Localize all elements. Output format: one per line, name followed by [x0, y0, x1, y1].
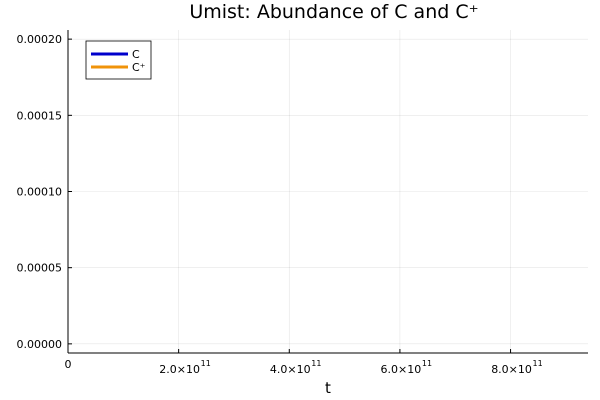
- x-axis-label: t: [325, 379, 331, 397]
- legend-label-c-plus: C⁺: [132, 61, 146, 74]
- x-tick-label: 0: [65, 358, 72, 371]
- y-tick-label: 0.00005: [17, 262, 63, 275]
- y-tick-labels: 0.00000 0.00005 0.00010 0.00015 0.00020: [17, 33, 72, 351]
- x-tick-exponent: 11: [201, 359, 211, 368]
- chart-title: Umist: Abundance of C and C⁺: [189, 1, 478, 23]
- y-tick-label: 0.00020: [17, 33, 63, 46]
- y-tick-label: 0.00010: [17, 186, 63, 199]
- x-tick-label: 8.0×10: [491, 363, 532, 376]
- x-tick-label: 2.0×10: [159, 363, 200, 376]
- y-tick-label: 0.00000: [17, 338, 63, 351]
- x-tick-label: 6.0×10: [381, 363, 422, 376]
- x-tick-exponent: 11: [422, 359, 432, 368]
- legend-label-c: C: [132, 48, 140, 61]
- legend-box: [85, 40, 152, 80]
- y-tick-label: 0.00015: [17, 109, 63, 122]
- x-tick-exponent: 11: [533, 359, 543, 368]
- grid: [68, 30, 588, 353]
- x-tick-exponent: 11: [311, 359, 321, 368]
- x-tick-label: 4.0×10: [270, 363, 311, 376]
- x-tick-labels: 0 2.0×10 11 4.0×10 11 6.0×10 11 8.0×10 11: [65, 349, 543, 376]
- legend: C C⁺: [85, 40, 152, 80]
